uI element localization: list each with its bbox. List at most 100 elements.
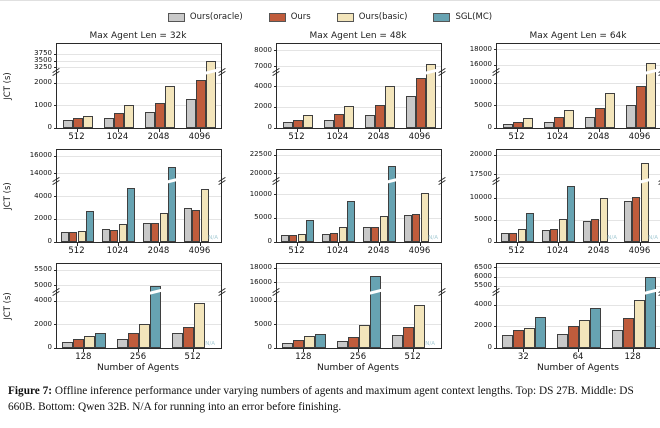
bar-sgl-mc- xyxy=(535,316,547,348)
bar-ours xyxy=(512,122,523,128)
y-axis-label-text: JCT (s) xyxy=(3,72,13,100)
legend-label: Ours(oracle) xyxy=(189,12,243,22)
x-tick-label: 256 xyxy=(129,352,147,362)
y-tick-label: 4000 xyxy=(474,299,492,308)
gridline xyxy=(277,66,441,68)
y-tick-label: 14000 xyxy=(29,168,52,177)
y-tick-label: 5000 xyxy=(254,319,272,328)
y-tick-mark xyxy=(274,154,277,156)
bar-break-gap xyxy=(643,287,659,295)
gridline xyxy=(497,49,660,51)
gridline xyxy=(57,196,221,198)
gridline xyxy=(497,64,660,66)
y-axis-label xyxy=(442,263,454,349)
gridline xyxy=(497,286,660,287)
y-tick-mark xyxy=(54,218,57,220)
y-tick-labels: 0 2000 4000 5000 5500 xyxy=(14,263,56,351)
y-axis-label: JCT (s) xyxy=(2,43,14,129)
x-tick-label: 512 xyxy=(508,132,525,142)
x-tick-labels: 512 1024 2048 4096 xyxy=(56,243,220,256)
bar-ours-oracle- xyxy=(185,98,196,128)
y-tick-label: 0 xyxy=(267,343,272,351)
y-tick-label: 17500 xyxy=(469,169,492,178)
y-tick-mark xyxy=(494,127,497,129)
x-tick-label: 64 xyxy=(572,352,584,362)
legend-label: Ours xyxy=(290,12,311,22)
y-tick-mark xyxy=(494,64,497,66)
plot-area xyxy=(492,43,660,129)
bar-ours xyxy=(402,326,414,348)
chart-ds660b-32k: JCT (s) 0 2000 4000 14000 16000 N/A 512 1024 2048… xyxy=(2,149,226,256)
x-tick-label: 512 xyxy=(404,352,421,362)
bar-break-gap xyxy=(368,287,385,295)
y-tick-label: 3500 xyxy=(34,56,52,65)
y-tick-mark xyxy=(494,241,497,243)
bar-ours-basic- xyxy=(424,63,439,128)
bar-ours xyxy=(622,317,634,348)
y-tick-mark xyxy=(274,194,277,196)
y-tick-label: 0 xyxy=(47,123,52,131)
y-tick-mark xyxy=(54,196,57,198)
y-tick-mark xyxy=(494,267,497,269)
legend-item-2: Ours xyxy=(268,12,311,22)
x-tick-label: 32 xyxy=(517,352,529,362)
gridline xyxy=(57,155,221,157)
y-tick-mark xyxy=(274,217,277,219)
x-tick-mark xyxy=(303,349,305,352)
bar-ours-oracle- xyxy=(584,117,595,128)
bar-sgl-mc- xyxy=(85,211,95,242)
plot-area xyxy=(492,263,660,349)
y-tick-mark xyxy=(54,324,57,326)
chart-ds27b-48k: Max Agent Len = 48k 0 2000 4000 7000 8000 512 1… xyxy=(222,30,446,142)
y-tick-label: 3750 xyxy=(34,49,52,58)
x-tick-mark xyxy=(598,243,600,246)
chart-body: 0 5000 10000 20000 22500 N/A xyxy=(222,149,446,245)
y-tick-mark xyxy=(54,82,57,84)
y-tick-mark xyxy=(274,241,277,243)
x-tick-mark xyxy=(76,129,78,132)
bar-ours-basic- xyxy=(118,224,127,242)
bar-ours-basic- xyxy=(164,85,175,128)
x-tick-label: 512 xyxy=(288,132,305,142)
bar-ours-basic- xyxy=(633,299,645,348)
y-tick-label: 5000 xyxy=(474,215,492,224)
y-tick-label: 5000 xyxy=(474,100,492,109)
y-tick-mark xyxy=(274,347,277,349)
gridline xyxy=(497,105,660,107)
x-tick-label: 512 xyxy=(184,352,201,362)
bar-ours xyxy=(374,104,385,128)
y-tick-mark xyxy=(274,127,277,129)
bar-break-gap xyxy=(386,177,400,183)
chart-body: 0 5000 10000 16000 18000 xyxy=(442,43,660,131)
caption-text: Offline inference performance under vary… xyxy=(8,385,634,414)
legend: Ours(oracle) Ours Ours(basic) SGL(MC) xyxy=(2,7,658,27)
bar-ours xyxy=(594,108,605,128)
gridline xyxy=(57,54,221,55)
gridline xyxy=(277,173,441,175)
bar-ours-oracle- xyxy=(171,333,183,348)
chart-body: 0 2000 4000 7000 8000 xyxy=(222,43,446,131)
chart-qwen32b-48k: 0 5000 10000 16000 18000 N/A 128 256 512 Number o… xyxy=(222,263,446,375)
y-tick-mark xyxy=(54,173,57,175)
x-tick-label: 128 xyxy=(295,352,312,362)
bar-ours xyxy=(151,223,160,242)
x-tick-label: 1024 xyxy=(106,132,129,142)
y-tick-mark xyxy=(494,82,497,84)
bar-ours-basic- xyxy=(579,319,590,348)
charts-grid: Max Agent Len = 32k JCT (s) 0 1000 2000 3250 3… xyxy=(2,30,660,375)
caption-label: Figure 7: xyxy=(8,385,53,397)
y-axis-label-text: JCT (s) xyxy=(3,182,13,210)
bar-ours-basic- xyxy=(524,327,536,348)
y-axis-label xyxy=(442,43,454,129)
legend-swatch-icon xyxy=(433,12,451,22)
bar-sgl-mc- xyxy=(126,187,136,242)
bar-ours xyxy=(72,118,83,128)
y-tick-mark xyxy=(54,155,57,157)
bar-ours-oracle- xyxy=(337,340,348,348)
gridline xyxy=(57,82,221,84)
bar-ours xyxy=(73,339,85,348)
y-tick-label: 1000 xyxy=(34,100,52,109)
bar-ours-oracle- xyxy=(142,222,152,242)
na-label: N/A xyxy=(428,235,438,241)
bar-ours-oracle- xyxy=(541,230,551,242)
